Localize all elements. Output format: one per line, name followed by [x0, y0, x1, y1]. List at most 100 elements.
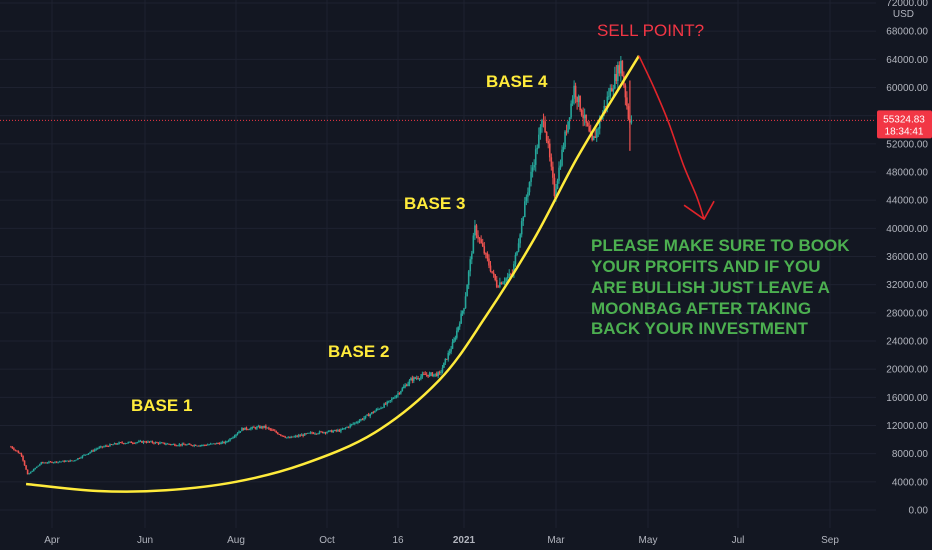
candle-body: [262, 426, 264, 428]
candle-body: [453, 339, 455, 343]
candle-body: [415, 378, 418, 379]
candle-body: [72, 460, 75, 462]
candle-body: [247, 429, 249, 431]
candle-body: [488, 258, 490, 266]
candle-body: [341, 429, 344, 430]
candle-body: [157, 442, 160, 444]
candle-body: [338, 430, 341, 432]
candle-body: [148, 441, 151, 443]
candle-body: [245, 427, 248, 430]
candle-body: [500, 282, 503, 285]
candle-body: [291, 436, 294, 438]
candle-body: [208, 444, 210, 446]
grid-lines: [0, 0, 876, 528]
candle-body: [89, 452, 91, 454]
candle-body: [96, 448, 99, 449]
candle-body: [20, 453, 23, 456]
candle-body: [618, 65, 621, 74]
candle-body: [296, 435, 298, 437]
time-tick-label: Jul: [732, 535, 745, 546]
time-tick-label: Sep: [821, 535, 839, 546]
candle-body: [178, 444, 181, 446]
candle-body: [86, 454, 88, 456]
candle-body: [506, 276, 509, 279]
candle-body: [28, 473, 30, 475]
candle-body: [239, 431, 242, 432]
candle-body: [278, 434, 281, 435]
candle-body: [318, 431, 321, 434]
candle-body: [37, 465, 40, 467]
candle-body: [87, 453, 90, 455]
candle-body: [553, 177, 556, 197]
candle-body: [26, 469, 29, 475]
base-1-label: BASE 1: [131, 396, 192, 415]
candle-body: [139, 441, 142, 442]
time-tick-label: Apr: [44, 535, 60, 546]
candle-body: [386, 401, 388, 405]
candle-body: [433, 374, 435, 377]
note-line-5: BACK YOUR INVESTMENT: [591, 319, 809, 338]
candle-body: [364, 415, 367, 418]
candle-body: [191, 445, 194, 447]
candle-body: [268, 427, 270, 429]
candle-body: [470, 253, 473, 260]
candle-body: [443, 362, 445, 368]
annotations: BASE 1 BASE 2 BASE 3 BASE 4 SELL POINT? …: [131, 21, 850, 415]
candle-body: [57, 461, 59, 463]
candle-body: [383, 403, 385, 408]
candle-body: [172, 444, 175, 445]
candle-body: [92, 450, 94, 452]
candle-body: [519, 234, 521, 244]
base-2-label: BASE 2: [328, 342, 389, 361]
candle-body: [573, 85, 575, 99]
candle-body: [352, 423, 355, 425]
candle-body: [55, 461, 58, 463]
candle-body: [480, 239, 482, 244]
candle-body: [499, 282, 501, 287]
candle-body: [412, 377, 415, 381]
candle-body: [95, 448, 98, 450]
candle-body: [445, 358, 448, 360]
candle-body: [424, 374, 427, 375]
candle-body: [508, 273, 511, 277]
time-axis[interactable]: Apr Jun Aug Oct 16 2021 Mar May Jul Sep: [0, 528, 932, 550]
candle-body: [505, 278, 507, 282]
candle-body: [159, 442, 161, 444]
candle-body: [327, 430, 330, 433]
price-axis[interactable]: 0.00 4000.00 8000.00 12000.00 16000.00 20000.…: [876, 0, 932, 528]
candle-body: [460, 313, 462, 324]
candle-body: [287, 437, 290, 439]
candle-body: [332, 430, 334, 433]
candle-body: [16, 450, 18, 452]
candle-body: [29, 471, 32, 474]
candle-body: [67, 460, 70, 462]
candle-body: [250, 428, 252, 430]
time-tick-label: Aug: [227, 535, 245, 546]
price-tick-label: 64000.00: [886, 55, 928, 66]
candle-body: [475, 225, 478, 236]
candle-body: [39, 464, 41, 466]
candle-body: [188, 443, 191, 445]
candle-body: [281, 435, 284, 437]
candle-body: [516, 251, 518, 255]
candle-body: [168, 443, 170, 445]
candle-body: [520, 221, 523, 235]
price-tick-label: 36000.00: [886, 252, 928, 263]
candle-body: [435, 373, 438, 377]
candle-body: [165, 444, 167, 445]
candle-body: [421, 374, 424, 377]
candle-body: [431, 372, 434, 377]
candle-body: [99, 446, 102, 448]
candle-body: [461, 311, 464, 314]
candle-body: [502, 282, 504, 285]
candle-body: [559, 165, 562, 168]
candle-body: [381, 407, 384, 409]
candle-body: [477, 235, 479, 239]
candle-body: [492, 272, 495, 275]
candle-body: [514, 254, 517, 265]
candle-body: [410, 378, 412, 381]
candle-body: [315, 433, 318, 435]
candle-body: [369, 413, 372, 417]
price-tick-label: 32000.00: [886, 280, 928, 291]
